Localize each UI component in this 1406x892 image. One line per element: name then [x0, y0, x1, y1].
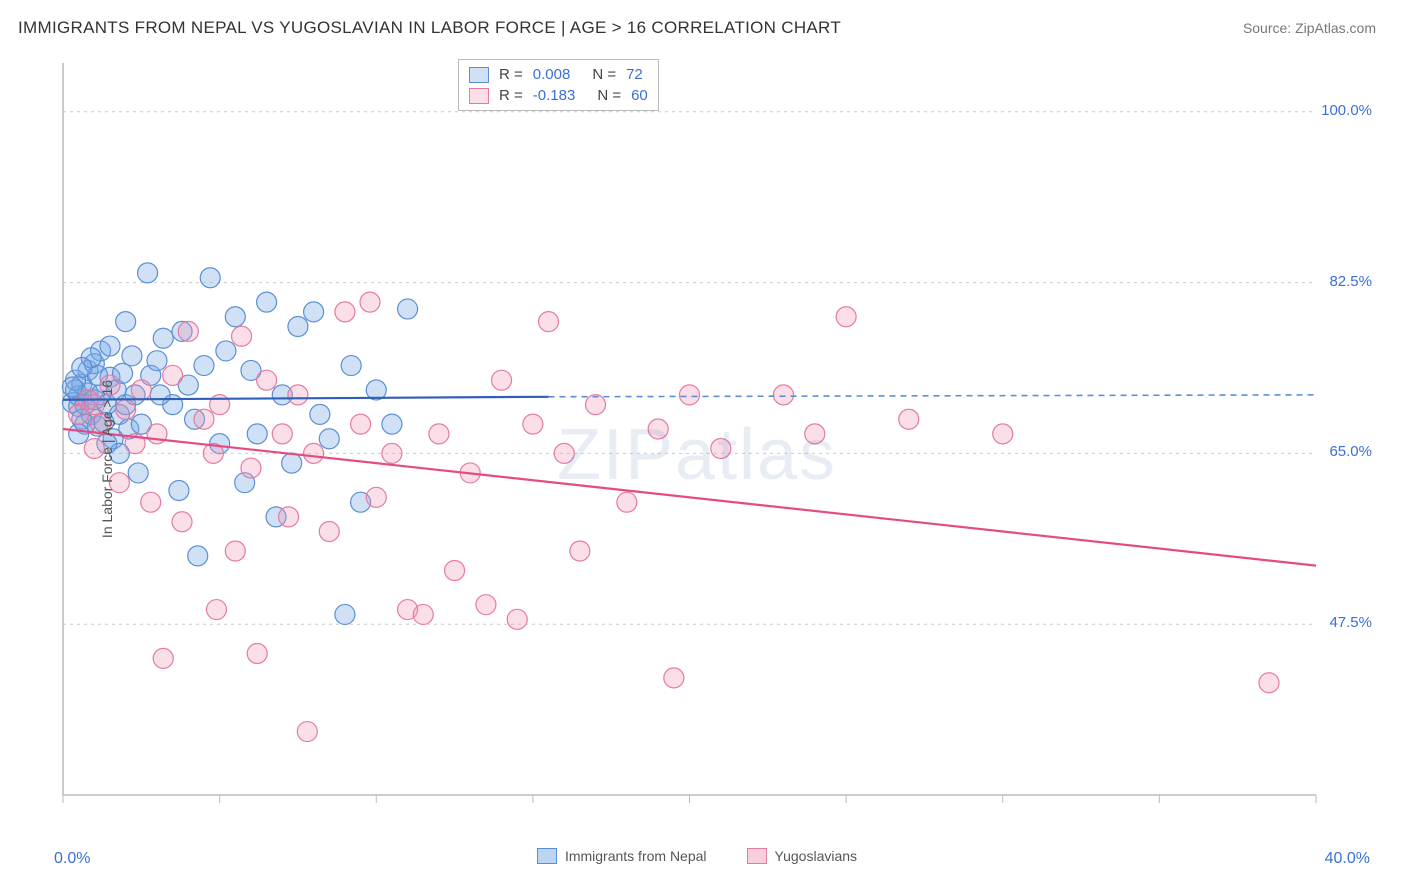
- source-attribution: Source: ZipAtlas.com: [1243, 20, 1376, 36]
- stats-swatch: [469, 67, 489, 83]
- stats-n-value: 72: [626, 66, 643, 83]
- legend-label: Immigrants from Nepal: [565, 848, 707, 864]
- stats-n-label: N =: [597, 87, 621, 104]
- y-tick-label: 47.5%: [1329, 614, 1372, 631]
- chart-title: IMMIGRANTS FROM NEPAL VS YUGOSLAVIAN IN …: [18, 18, 841, 38]
- stats-row: R = 0.008 N = 72: [465, 64, 652, 85]
- y-tick-label: 65.0%: [1329, 443, 1372, 460]
- legend-swatch: [747, 848, 767, 864]
- chart-header: IMMIGRANTS FROM NEPAL VS YUGOSLAVIAN IN …: [0, 0, 1406, 48]
- legend-item: Yugoslavians: [747, 848, 858, 864]
- legend-item: Immigrants from Nepal: [537, 848, 707, 864]
- legend-swatch: [537, 848, 557, 864]
- y-tick-label: 82.5%: [1329, 273, 1372, 290]
- bottom-legend: Immigrants from Nepal Yugoslavians: [18, 848, 1376, 864]
- stats-n-value: 60: [631, 87, 648, 104]
- stats-r-label: R =: [499, 87, 523, 104]
- y-axis-label: In Labor Force | Age > 16: [99, 379, 115, 537]
- stats-r-value: -0.183: [533, 87, 576, 104]
- chart-container: In Labor Force | Age > 16 ZIPatlas R =0.…: [18, 55, 1376, 862]
- stats-swatch: [469, 88, 489, 104]
- scatter-plot-svg: [18, 55, 1376, 835]
- legend-label: Yugoslavians: [775, 848, 858, 864]
- correlation-stats-box: R = 0.008 N = 72 R = -0.183 N = 60: [458, 59, 659, 111]
- y-tick-label: 100.0%: [1321, 102, 1372, 119]
- stats-r-value: 0.008: [533, 66, 571, 83]
- stats-row: R = -0.183 N = 60: [465, 85, 652, 106]
- stats-n-label: N =: [592, 66, 616, 83]
- stats-r-label: R =: [499, 66, 523, 83]
